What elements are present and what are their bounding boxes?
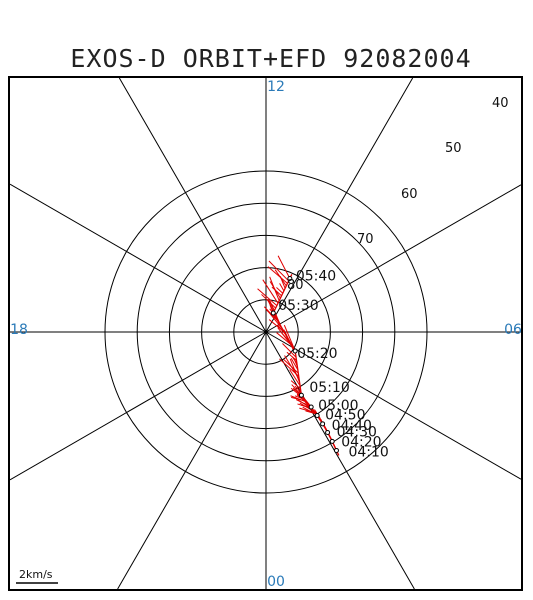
efield-vector	[268, 319, 285, 333]
time-marker-0500	[308, 404, 314, 410]
mlt-spoke	[265, 331, 415, 589]
chart-title: EXOS-D ORBIT+EFD 92082004	[70, 44, 471, 73]
mlt-label-06: 06	[504, 322, 522, 338]
time-label-0430: 04:30	[337, 424, 377, 440]
mlt-spoke	[265, 184, 521, 333]
time-marker-0440	[320, 421, 326, 427]
efield-vector	[283, 358, 299, 374]
efield-vector	[282, 343, 297, 358]
latitude-label-60: 60	[401, 187, 418, 202]
mlt-spoke	[265, 331, 521, 480]
time-label-0440: 04:40	[332, 418, 372, 434]
time-label-0520: 05:20	[297, 346, 337, 362]
efield-vector	[299, 407, 316, 414]
mlt-spoke	[117, 331, 267, 589]
efield-vector	[279, 283, 285, 292]
time-marker-0520	[292, 348, 298, 354]
mlt-spoke	[118, 78, 267, 333]
mlt-label-00: 00	[267, 574, 285, 590]
time-marker-0410	[333, 447, 339, 453]
efield-vector	[281, 332, 291, 344]
time-label-0540: 05:40	[296, 268, 336, 284]
efield-vector	[295, 399, 312, 408]
plot-labels: 80 70 60 50 40 12 06 00 18	[10, 79, 522, 590]
efield-vector	[290, 358, 299, 371]
efield-vector	[290, 380, 301, 390]
time-marker-0450	[314, 412, 320, 418]
efield-vector	[271, 286, 282, 297]
time-label-0530: 05:30	[278, 298, 318, 314]
efield-vector	[261, 294, 276, 309]
time-label-0450: 04:50	[325, 407, 365, 423]
efield-vector	[262, 279, 279, 304]
efield-vector	[267, 299, 275, 311]
efield-vector	[276, 287, 284, 294]
mlt-spoke	[265, 78, 414, 333]
polar-grid	[10, 78, 521, 589]
velocity-scale-bar: 2km/s	[16, 568, 58, 584]
time-marker-0420	[329, 438, 335, 444]
efield-vector	[294, 385, 302, 393]
efield-vector	[279, 358, 300, 377]
latitude-label-70: 70	[357, 232, 374, 247]
efield-vector	[305, 410, 317, 415]
efield-vector	[276, 332, 293, 346]
efield-vector	[286, 351, 297, 361]
efield-vector	[289, 369, 301, 386]
efield-vector	[294, 395, 306, 401]
mlt-label-18: 18	[10, 322, 28, 338]
time-label-0510: 05:10	[309, 380, 349, 396]
latitude-label-80: 80	[287, 278, 304, 293]
time-marker-0540	[287, 275, 293, 281]
time-marker-0530	[270, 310, 276, 316]
efield-vector	[267, 266, 288, 284]
efield-vector	[268, 260, 290, 282]
efield-vector	[291, 396, 307, 402]
efield-vector	[283, 324, 296, 352]
mlt-spoke	[10, 331, 267, 481]
mlt-spoke	[10, 183, 267, 333]
time-marker-0510	[298, 392, 304, 398]
plot-frame	[8, 76, 523, 591]
efield-vector	[257, 288, 278, 307]
efield-vector	[283, 329, 288, 338]
mlt-label-12: 12	[267, 79, 285, 95]
time-label-0420: 04:20	[341, 434, 381, 450]
latitude-label-40: 40	[492, 96, 509, 111]
time-marker-0430	[325, 429, 331, 435]
latitude-label-50: 50	[445, 141, 462, 156]
scale-bar-label: 2km/s	[19, 568, 53, 581]
efield-vector	[277, 255, 291, 279]
time-label-0500: 05:00	[318, 398, 358, 414]
efield-vector	[289, 358, 301, 383]
time-label-0410: 04:10	[348, 444, 388, 460]
